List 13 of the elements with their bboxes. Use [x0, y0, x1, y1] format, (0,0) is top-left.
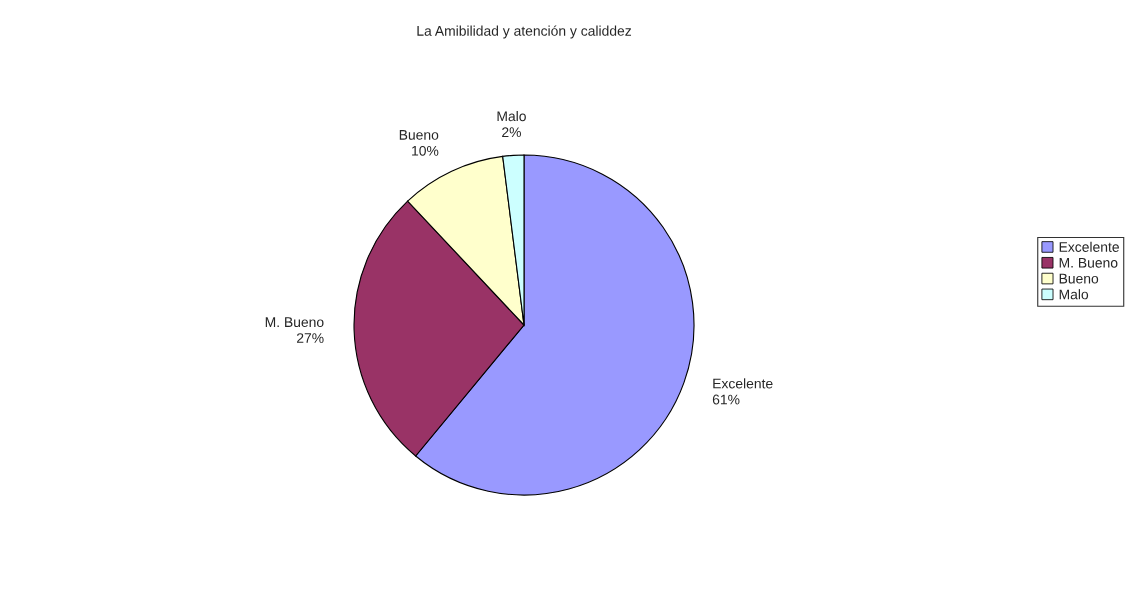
slice-label: Malo	[497, 110, 526, 122]
chart-title: La Amibilidad y atención y caliddez	[417, 25, 632, 39]
data-label: 10%	[412, 145, 439, 156]
data-label: 27%	[297, 333, 324, 343]
slice-label: Excelente	[713, 378, 773, 389]
slice-label: Bueno	[399, 130, 439, 140]
slice-label: M. Bueno	[265, 317, 324, 328]
data-label: 2%	[502, 127, 521, 138]
data-label: 61%	[712, 394, 740, 405]
legend-label: M. Bueno	[1059, 258, 1118, 268]
legend-label: Malo	[1059, 289, 1089, 300]
legend-label: Bueno	[1059, 273, 1099, 284]
legend-label: Excelente	[1059, 241, 1119, 252]
